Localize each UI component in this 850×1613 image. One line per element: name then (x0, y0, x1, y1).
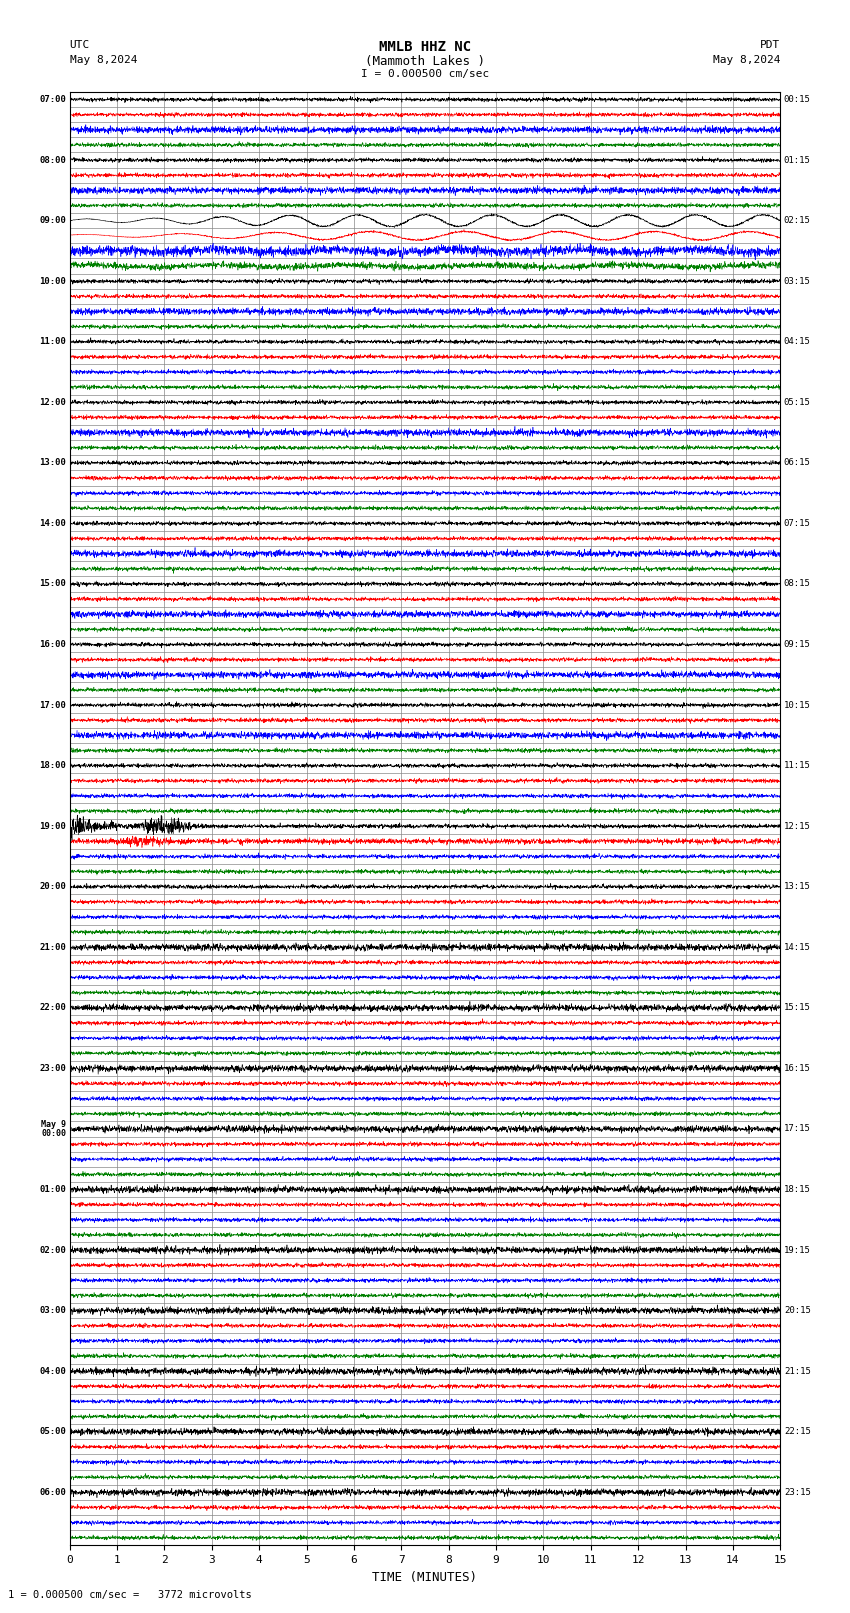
Text: 16:15: 16:15 (784, 1065, 811, 1073)
Text: 21:15: 21:15 (784, 1366, 811, 1376)
Text: PDT: PDT (760, 40, 780, 50)
Text: 20:15: 20:15 (784, 1307, 811, 1315)
Text: 12:15: 12:15 (784, 821, 811, 831)
Text: 10:00: 10:00 (39, 277, 66, 286)
Text: 13:00: 13:00 (39, 458, 66, 468)
Text: 04:00: 04:00 (39, 1366, 66, 1376)
Text: 04:15: 04:15 (784, 337, 811, 347)
Text: 23:15: 23:15 (784, 1487, 811, 1497)
Text: 07:15: 07:15 (784, 519, 811, 527)
Text: I = 0.000500 cm/sec: I = 0.000500 cm/sec (361, 69, 489, 79)
Text: 20:00: 20:00 (39, 882, 66, 892)
Text: 1 = 0.000500 cm/sec =   3772 microvolts: 1 = 0.000500 cm/sec = 3772 microvolts (8, 1590, 252, 1600)
Text: 03:00: 03:00 (39, 1307, 66, 1315)
Text: 21:00: 21:00 (39, 942, 66, 952)
Text: 02:00: 02:00 (39, 1245, 66, 1255)
Text: 17:00: 17:00 (39, 700, 66, 710)
Text: 16:00: 16:00 (39, 640, 66, 648)
Text: 10:15: 10:15 (784, 700, 811, 710)
Text: 23:00: 23:00 (39, 1065, 66, 1073)
Text: May 8,2024: May 8,2024 (70, 55, 137, 65)
Text: 14:00: 14:00 (39, 519, 66, 527)
Text: 03:15: 03:15 (784, 277, 811, 286)
Text: 06:15: 06:15 (784, 458, 811, 468)
Text: 01:15: 01:15 (784, 155, 811, 165)
Text: 02:15: 02:15 (784, 216, 811, 226)
Text: 22:00: 22:00 (39, 1003, 66, 1013)
Text: 00:00: 00:00 (41, 1129, 66, 1139)
Text: May 9: May 9 (41, 1119, 66, 1129)
Text: 09:00: 09:00 (39, 216, 66, 226)
Text: 12:00: 12:00 (39, 398, 66, 406)
Text: 15:15: 15:15 (784, 1003, 811, 1013)
Text: 15:00: 15:00 (39, 579, 66, 589)
Text: 22:15: 22:15 (784, 1428, 811, 1436)
Text: 11:00: 11:00 (39, 337, 66, 347)
Text: 14:15: 14:15 (784, 942, 811, 952)
Text: MMLB HHZ NC: MMLB HHZ NC (379, 40, 471, 55)
Text: 05:15: 05:15 (784, 398, 811, 406)
Text: 18:00: 18:00 (39, 761, 66, 769)
Text: UTC: UTC (70, 40, 90, 50)
Text: 19:15: 19:15 (784, 1245, 811, 1255)
Text: 19:00: 19:00 (39, 821, 66, 831)
Text: 06:00: 06:00 (39, 1487, 66, 1497)
Text: 05:00: 05:00 (39, 1428, 66, 1436)
Text: 13:15: 13:15 (784, 882, 811, 892)
Text: 07:00: 07:00 (39, 95, 66, 103)
Text: 17:15: 17:15 (784, 1124, 811, 1134)
Text: (Mammoth Lakes ): (Mammoth Lakes ) (365, 55, 485, 68)
Text: 11:15: 11:15 (784, 761, 811, 769)
Text: May 8,2024: May 8,2024 (713, 55, 780, 65)
Text: 00:15: 00:15 (784, 95, 811, 103)
Text: 09:15: 09:15 (784, 640, 811, 648)
Text: 01:00: 01:00 (39, 1186, 66, 1194)
Text: 18:15: 18:15 (784, 1186, 811, 1194)
Text: 08:15: 08:15 (784, 579, 811, 589)
X-axis label: TIME (MINUTES): TIME (MINUTES) (372, 1571, 478, 1584)
Text: 08:00: 08:00 (39, 155, 66, 165)
